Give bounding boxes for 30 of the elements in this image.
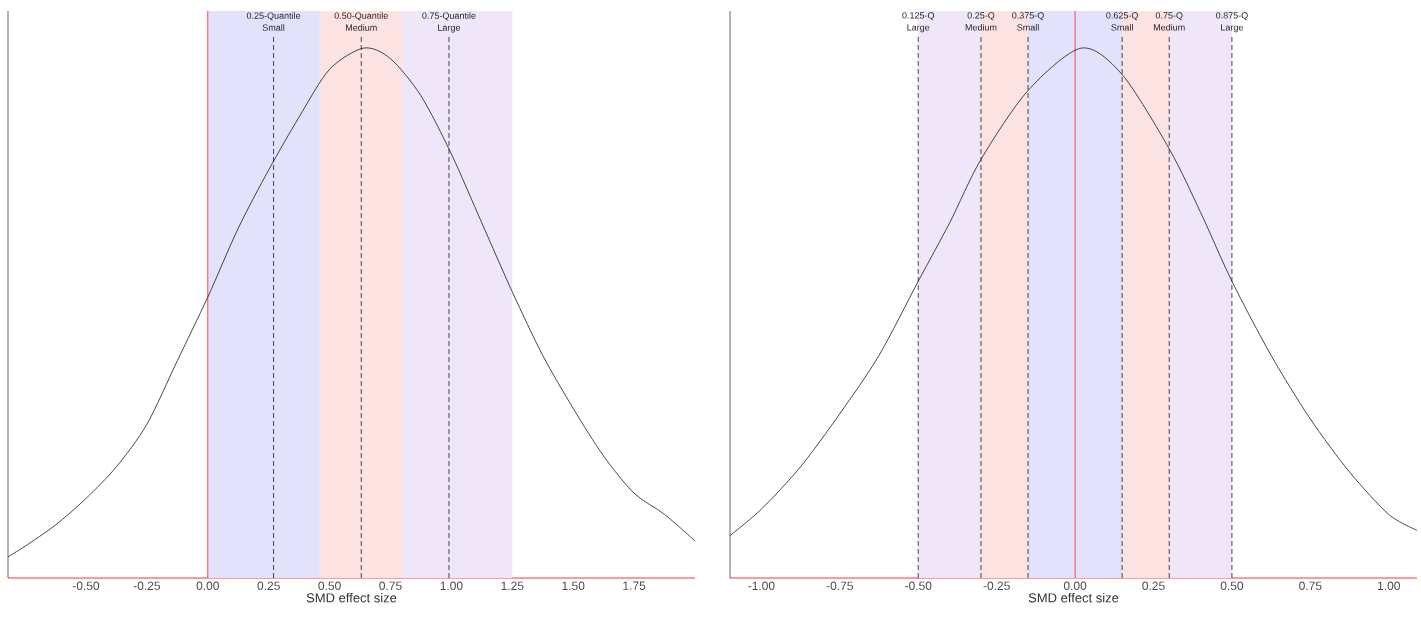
ref-line-label: 0.75-Q Medium <box>1153 12 1185 31</box>
x-tick-label: -0.25 <box>133 581 161 591</box>
ref-line-label: 0.875-Q Large <box>1216 12 1248 33</box>
x-tick-label: 0.25 <box>257 581 280 591</box>
x-tick-label: 1.00 <box>440 581 463 591</box>
x-tick-label: 1.00 <box>1378 581 1400 591</box>
ref-line-label: 0.25-Q Medium <box>965 12 997 31</box>
x-tick-label: 0.75 <box>379 581 402 591</box>
x-tick-label: 0.75 <box>1299 581 1322 591</box>
x-tick-label: 0.00 <box>1063 581 1087 591</box>
x-tick-label: 0.50 <box>318 581 341 591</box>
x-tick-label: 1.50 <box>562 581 585 591</box>
x-tick-label: 0.50 <box>1220 581 1244 591</box>
x-tick-label: -1.00 <box>748 581 775 591</box>
x-tick-label: 0.25 <box>1142 581 1165 591</box>
ref-line-label: 0.50-Quantile Medium <box>334 12 388 31</box>
x-tick-label: 1.75 <box>623 581 646 590</box>
x-axis-title: SMD effect size <box>306 592 397 603</box>
x-tick-label: -0.50 <box>905 581 932 591</box>
x-tick-label: -0.50 <box>72 581 100 591</box>
ref-line-label: 0.625-Q Small <box>1106 12 1138 31</box>
x-axis-title: SMD effect size <box>1028 592 1119 603</box>
ref-line-label: 0.25-Quantile Small <box>246 12 301 31</box>
x-tick-label: 0.00 <box>196 581 219 591</box>
x-tick-label: -0.25 <box>983 581 1010 591</box>
ref-line-label: 0.125-Q Large <box>902 12 935 33</box>
ref-line-label: 0.75-Quantile Large <box>422 12 476 33</box>
x-tick-label: -0.75 <box>826 581 853 591</box>
ref-line-label: 0.375-Q Small <box>1012 12 1044 31</box>
x-tick-label: 1.25 <box>501 581 524 591</box>
